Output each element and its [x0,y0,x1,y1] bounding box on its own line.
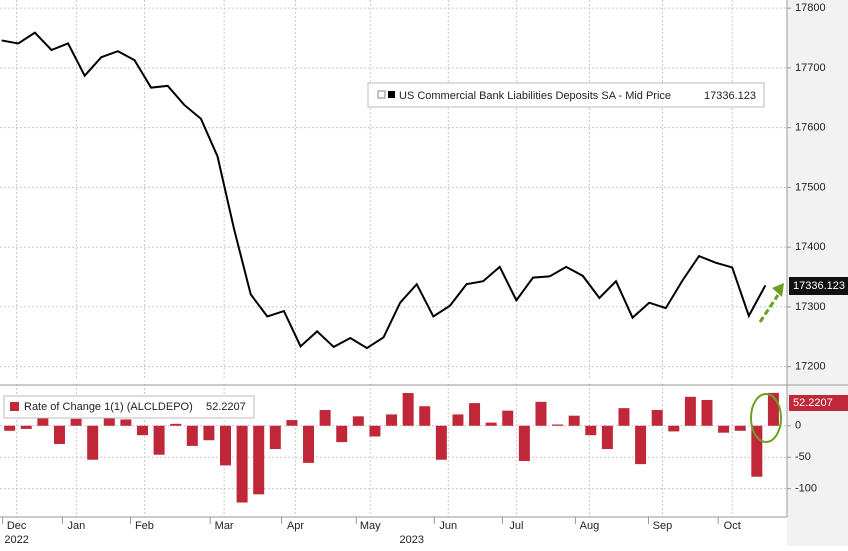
last-value-box [789,395,848,411]
annotation-ellipse [750,393,782,443]
y-tick-label: -50 [795,451,811,463]
bar [518,425,530,461]
x-tick-label: Sep [653,520,673,532]
y-tick-label: -100 [795,483,817,495]
bar [535,401,547,426]
bar [319,410,331,426]
x-tick-label: Feb [135,520,154,532]
x-tick-label: Oct [724,520,741,532]
bar [568,415,580,426]
annotation-arrowhead [772,283,784,297]
legend-box [367,82,765,108]
last-value-label: 52.2207 [793,397,833,409]
legend-label: Rate of Change 1(1) (ALCLDEPO) [24,401,193,413]
legend-box [3,395,255,419]
axis-area [787,0,848,546]
x-tick-label: Jun [439,520,457,532]
bar [552,424,564,426]
bar [336,425,348,443]
bar [37,414,49,426]
bar [635,425,647,465]
bar [767,392,779,426]
bar [751,425,763,477]
y-tick-label: 17800 [795,2,826,14]
y-tick-label: 0 [795,420,801,432]
last-value-label: 17336.123 [793,280,845,292]
bar [684,396,696,426]
legend-swatch [10,402,19,411]
x-tick-label: May [360,520,381,532]
bar [220,425,232,466]
x-tick-label: Jul [509,520,523,532]
bar [153,425,165,455]
bar [70,418,82,426]
year-label: 2022 [4,534,28,546]
bar [53,425,65,445]
bar [435,425,447,460]
bar [352,416,364,426]
line [1,31,767,350]
bar [502,410,514,426]
bar [668,425,680,432]
bar [136,425,148,436]
bar [469,403,481,426]
x-tick-label: Jan [68,520,86,532]
marks [1,31,779,503]
bar [402,393,414,426]
y-tick-label: 17500 [795,181,826,193]
legend-swatch [388,91,395,98]
bar [170,423,182,426]
y-tick-label: 17400 [795,241,826,253]
bar [286,420,298,426]
legend-value: 52.2207 [206,401,246,413]
bar [618,408,630,426]
x-tick-label: Mar [215,520,234,532]
legend-top: US Commercial Bank Liabilities Deposits … [367,82,765,108]
bar [734,425,746,431]
bar [236,425,248,503]
y-tick-label: 17700 [795,62,826,74]
x-tick-label: Dec [7,520,27,532]
bar [186,425,198,446]
bar [485,422,497,426]
bar [20,425,32,429]
bar [120,419,132,426]
bar [718,425,730,433]
legend-value: 17336.123 [704,90,756,102]
bar [452,414,464,426]
bar [4,425,16,431]
bar [303,425,315,463]
bar [87,425,99,460]
bar [601,425,613,450]
bar [203,425,215,441]
x-tick-label: Aug [580,520,600,532]
bar [701,399,713,426]
year-label: 2023 [400,534,424,546]
annotation-arrow [758,294,780,323]
y-tick-label: 17200 [795,361,826,373]
x-tick-label: Apr [287,520,304,532]
y-tick-label: 17600 [795,122,826,134]
bar [651,410,663,426]
bar [585,425,597,436]
bar [386,414,398,426]
y-tick-label: 17300 [795,301,826,313]
legend-swatch-empty [377,90,386,99]
bar [419,406,431,426]
legend-label: US Commercial Bank Liabilities Deposits … [399,90,671,102]
bar [253,425,265,495]
bar [269,425,281,450]
last-value-box [789,277,848,295]
bar [369,425,381,437]
legend-bottom: Rate of Change 1(1) (ALCLDEPO) 52.2207 [3,395,255,419]
